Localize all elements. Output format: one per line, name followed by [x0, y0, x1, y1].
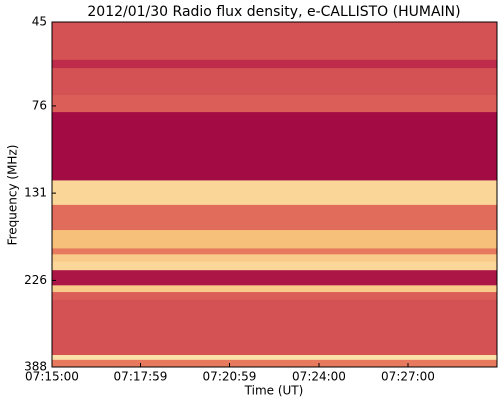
- chart-title: 2012/01/30 Radio flux density, e-CALLIST…: [87, 4, 460, 20]
- spectrum-band: [52, 261, 497, 271]
- y-tick-label: 131: [24, 186, 47, 200]
- spectrum-band: [52, 270, 497, 286]
- y-axis-label: Frequency (MHz): [6, 145, 20, 246]
- spectrum-band: [52, 68, 497, 96]
- x-axis-label: Time (UT): [244, 384, 304, 398]
- y-tick-label: 76: [32, 98, 47, 112]
- spectrum-band: [52, 95, 497, 113]
- spectrum-band: [52, 359, 497, 368]
- spectrum-band: [52, 254, 497, 263]
- spectrum-band: [52, 22, 497, 61]
- spectrum-band: [52, 355, 497, 361]
- spectrum-band: [52, 292, 497, 301]
- spectrum-band: [52, 248, 497, 255]
- spectrum-band: [52, 112, 497, 181]
- y-tick-label: 226: [24, 273, 47, 287]
- y-tick-label: 388: [24, 360, 47, 374]
- y-tick-label: 45: [32, 15, 47, 29]
- spectrum-band: [52, 59, 497, 69]
- x-tick-label: 07:24:00: [292, 370, 346, 384]
- x-tick-label: 07:15:00: [25, 370, 79, 384]
- spectrum-band: [52, 285, 497, 293]
- x-tick-label: 07:17:59: [114, 370, 168, 384]
- spectrum-band: [52, 204, 497, 231]
- spectrum-band: [52, 230, 497, 249]
- x-tick-label: 07:20:59: [203, 370, 257, 384]
- spectrum-band: [52, 299, 497, 356]
- x-tick-label: 07:27:00: [381, 370, 435, 384]
- spectrum-band: [52, 180, 497, 206]
- plot-frame: [51, 21, 498, 368]
